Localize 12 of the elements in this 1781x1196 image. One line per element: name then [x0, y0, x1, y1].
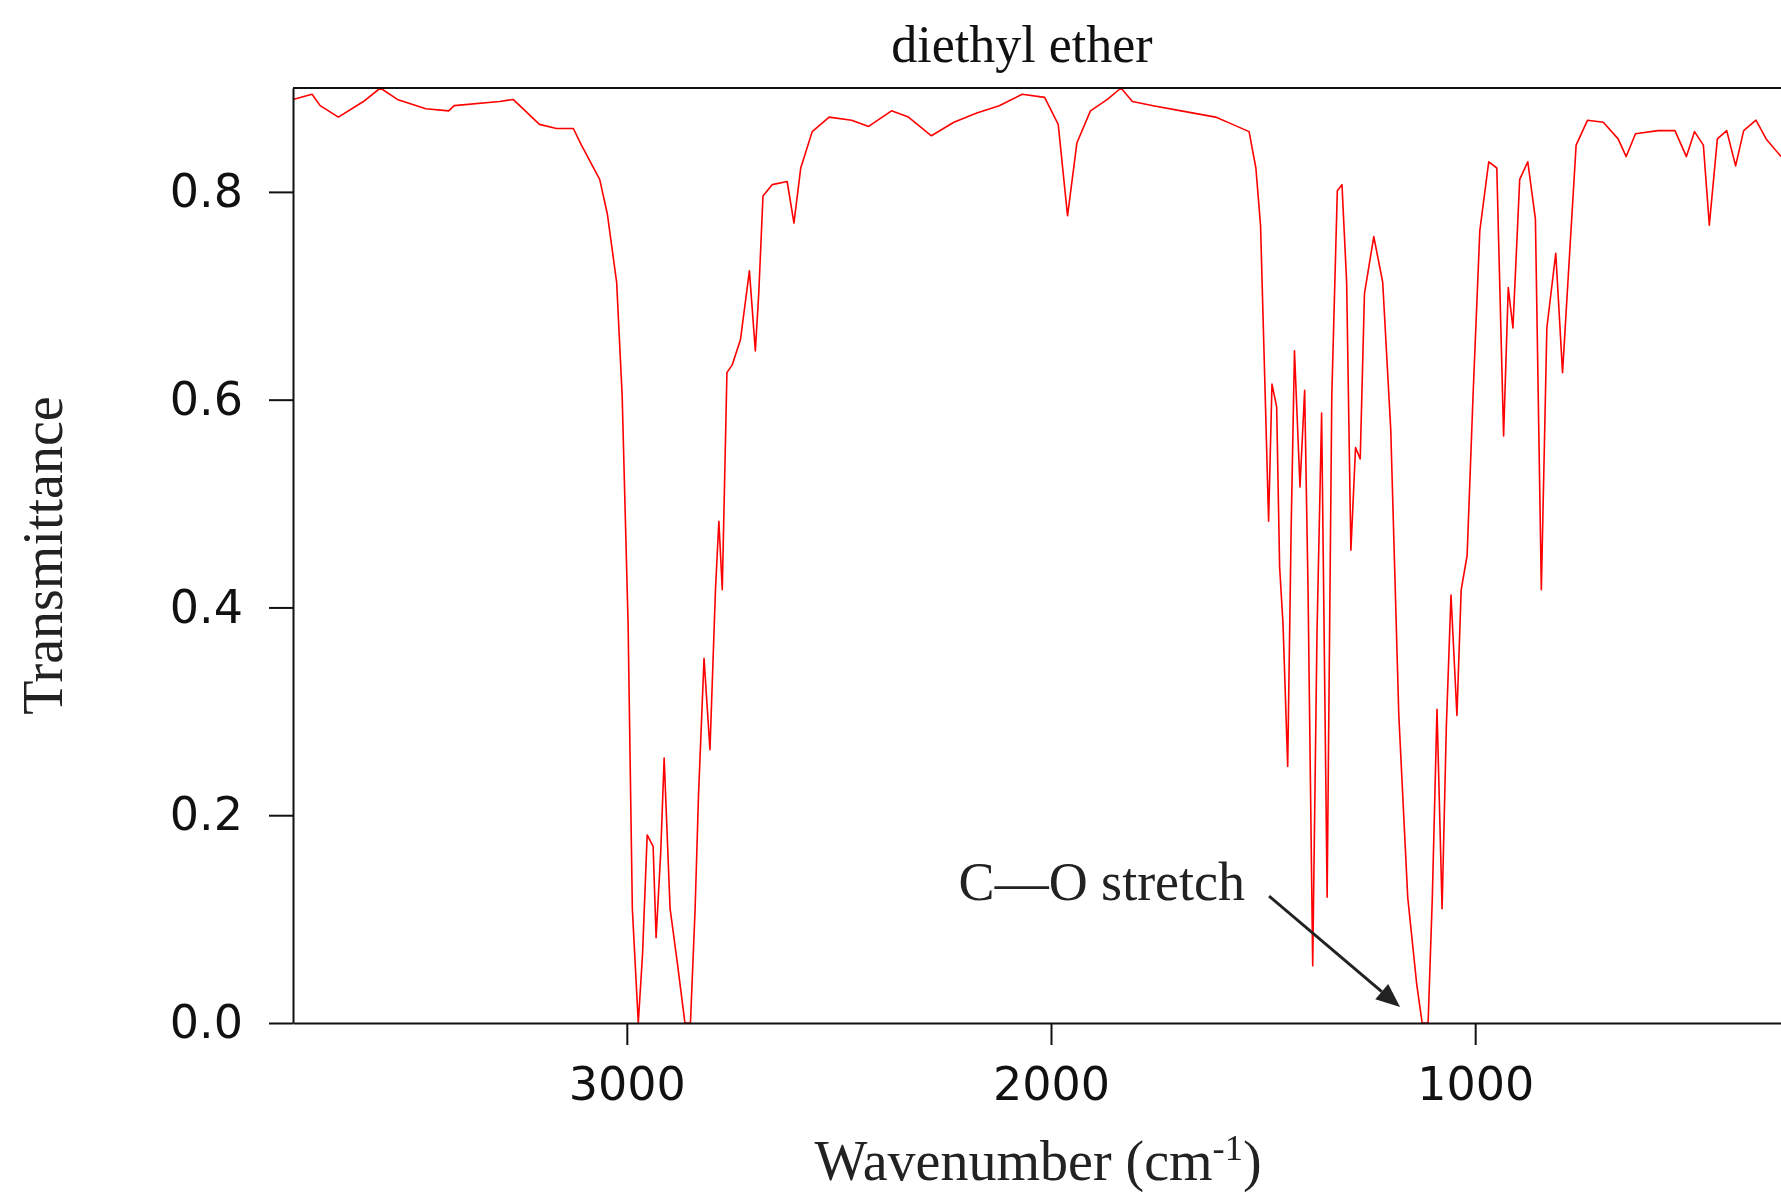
annotation: C—O stretch — [958, 852, 1246, 913]
y-axis-title: Transmittance — [12, 396, 74, 715]
chart-title: diethyl ether — [891, 16, 1153, 73]
y-tick-label: 0.2 — [169, 787, 243, 842]
x-tick-label: 3000 — [568, 1056, 686, 1111]
x-tick-label: 1000 — [1417, 1056, 1535, 1111]
y-tick-label: 0.6 — [169, 371, 243, 426]
x-axis-title: Wavenumber (cm$^{-1}$) — [814, 1128, 1262, 1193]
x-tick-label: 2000 — [992, 1056, 1111, 1111]
y-tick-label: 0.0 — [169, 995, 243, 1050]
y-tick-label: 0.8 — [169, 164, 243, 219]
y-tick-label: 0.4 — [169, 579, 243, 634]
